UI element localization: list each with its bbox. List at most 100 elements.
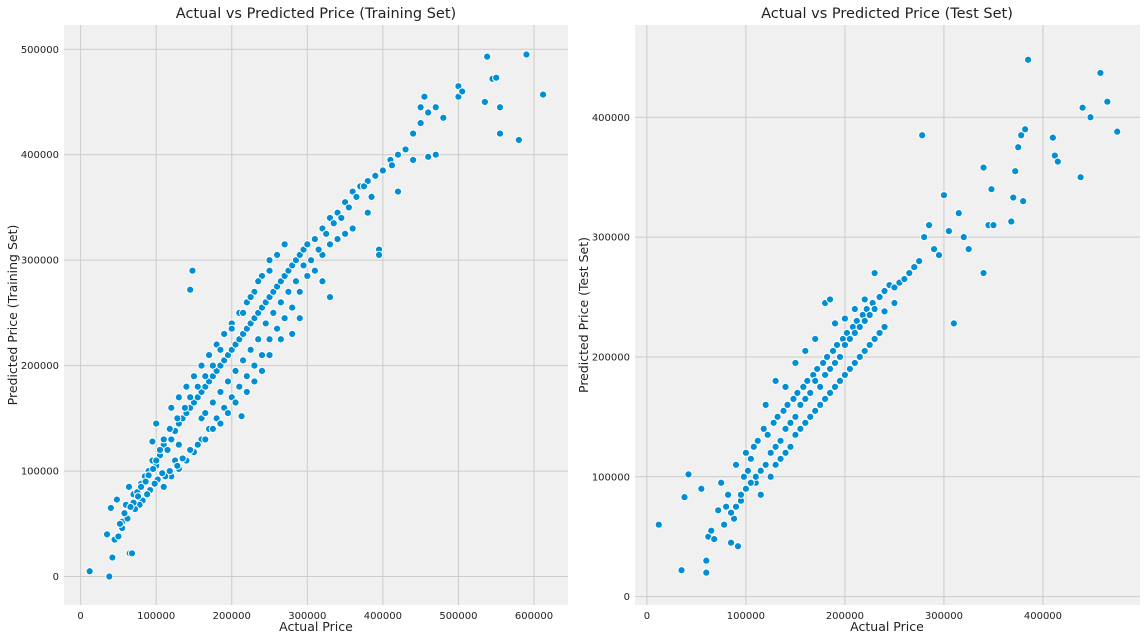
data-point-training: [165, 466, 174, 476]
data-point-test: [1019, 197, 1028, 206]
data-point-training: [514, 135, 523, 145]
data-point-test: [850, 328, 859, 338]
data-point-test: [1009, 193, 1018, 202]
data-point-training: [238, 356, 248, 365]
data-point-test: [707, 526, 716, 535]
data-point-test: [773, 412, 782, 421]
grid-training: [64, 25, 568, 605]
data-point-test: [1103, 97, 1112, 106]
data-point-test: [749, 442, 758, 451]
data-point-training: [158, 469, 167, 478]
data-point-test: [680, 493, 689, 502]
data-point-test: [801, 346, 810, 356]
data-point-test: [776, 436, 785, 445]
data-point-training: [159, 435, 168, 444]
data-point-test: [739, 472, 749, 481]
data-point-test: [769, 418, 778, 427]
data-point-training: [186, 445, 195, 455]
y-ticks-training: 0 100000 200000 300000 400000 500000: [21, 45, 59, 583]
data-point-test: [944, 227, 953, 236]
data-point-test: [821, 370, 830, 380]
data-point-training: [431, 150, 440, 159]
y-tick-label-test: 400000: [592, 113, 630, 124]
data-point-training: [174, 393, 183, 402]
data-point-test: [736, 490, 746, 499]
data-point-training: [257, 350, 267, 360]
data-point-training: [401, 145, 410, 154]
chart-title-training: Actual vs Predicted Price (Training Set): [176, 6, 456, 22]
data-point-training: [159, 482, 168, 491]
data-point-test: [791, 358, 800, 368]
data-point-test: [766, 448, 775, 457]
x-ticks-training: 0 100000 200000 300000 400000 500000 600000: [77, 611, 553, 622]
data-point-test: [900, 274, 909, 284]
data-point-test: [865, 340, 874, 350]
data-point-training: [257, 366, 267, 375]
data-point-training: [310, 234, 319, 244]
data-point-training: [408, 155, 418, 165]
data-point-test: [771, 442, 780, 451]
grid-test: [635, 25, 1140, 605]
data-point-training: [124, 482, 134, 491]
data-point-training: [165, 424, 174, 433]
data-point-test: [796, 400, 805, 409]
data-point-training: [197, 361, 206, 370]
data-point-training: [106, 503, 115, 513]
x-tick-label-test: 0: [644, 611, 650, 622]
data-point-training: [393, 187, 403, 196]
y-tick-label-training: 0: [53, 572, 59, 583]
data-point-test: [714, 506, 723, 515]
data-point-training: [322, 229, 331, 238]
chart-test-set: 0 100000 200000 300000 400000 0 100000 200000 3…: [576, 6, 1140, 634]
data-point-training: [173, 414, 182, 423]
data-point-test: [733, 542, 743, 551]
data-point-training: [85, 567, 94, 576]
data-point-training: [333, 234, 342, 244]
data-point-test: [743, 466, 752, 475]
data-point-test: [791, 430, 800, 439]
y-tick-label-test: 0: [624, 592, 630, 603]
data-point-training: [306, 256, 316, 265]
data-point-training: [269, 308, 278, 317]
data-point-training: [180, 403, 189, 412]
data-point-training: [223, 377, 233, 386]
data-point-test: [756, 490, 765, 499]
data-point-test: [697, 484, 706, 493]
data-point-training: [295, 314, 304, 323]
data-point-test: [890, 283, 899, 292]
data-point-test: [811, 406, 820, 415]
data-point-test: [786, 418, 795, 427]
data-point-test: [934, 250, 944, 260]
data-point-test: [806, 388, 815, 397]
data-point-test: [850, 304, 859, 314]
data-point-test: [1113, 127, 1122, 136]
data-point-test: [801, 394, 810, 403]
data-point-test: [702, 556, 711, 565]
data-point-training: [216, 387, 225, 397]
data-point-test: [825, 388, 835, 397]
x-tick-label-training: 600000: [515, 611, 553, 622]
x-tick-label-training: 400000: [364, 611, 402, 622]
data-point-test: [726, 508, 736, 517]
data-point-test: [811, 376, 820, 386]
data-point-test: [860, 346, 869, 356]
data-point-test: [835, 376, 845, 386]
data-point-test: [776, 454, 785, 463]
data-point-training: [325, 292, 335, 302]
data-point-test: [702, 568, 711, 577]
data-point-test: [753, 436, 762, 445]
x-tick-label-training: 500000: [439, 611, 477, 622]
y-ticks-test: 0 100000 200000 300000 400000: [592, 113, 630, 603]
data-point-training: [420, 92, 429, 101]
data-point-training: [208, 424, 217, 433]
data-point-training: [276, 298, 285, 307]
data-point-test: [1078, 103, 1087, 112]
data-point-training: [102, 530, 112, 539]
data-point-training: [152, 456, 161, 465]
data-point-training: [303, 271, 312, 281]
data-point-test: [1086, 113, 1095, 122]
data-point-training: [246, 292, 255, 302]
data-point-test: [880, 322, 889, 332]
data-point-training: [483, 52, 492, 61]
data-point-training: [227, 324, 236, 333]
